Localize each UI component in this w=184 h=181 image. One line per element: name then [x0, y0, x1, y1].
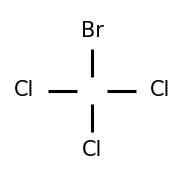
Text: Cl: Cl: [14, 81, 34, 100]
Text: Cl: Cl: [150, 81, 170, 100]
Text: Br: Br: [81, 21, 103, 41]
Text: Cl: Cl: [82, 140, 102, 160]
